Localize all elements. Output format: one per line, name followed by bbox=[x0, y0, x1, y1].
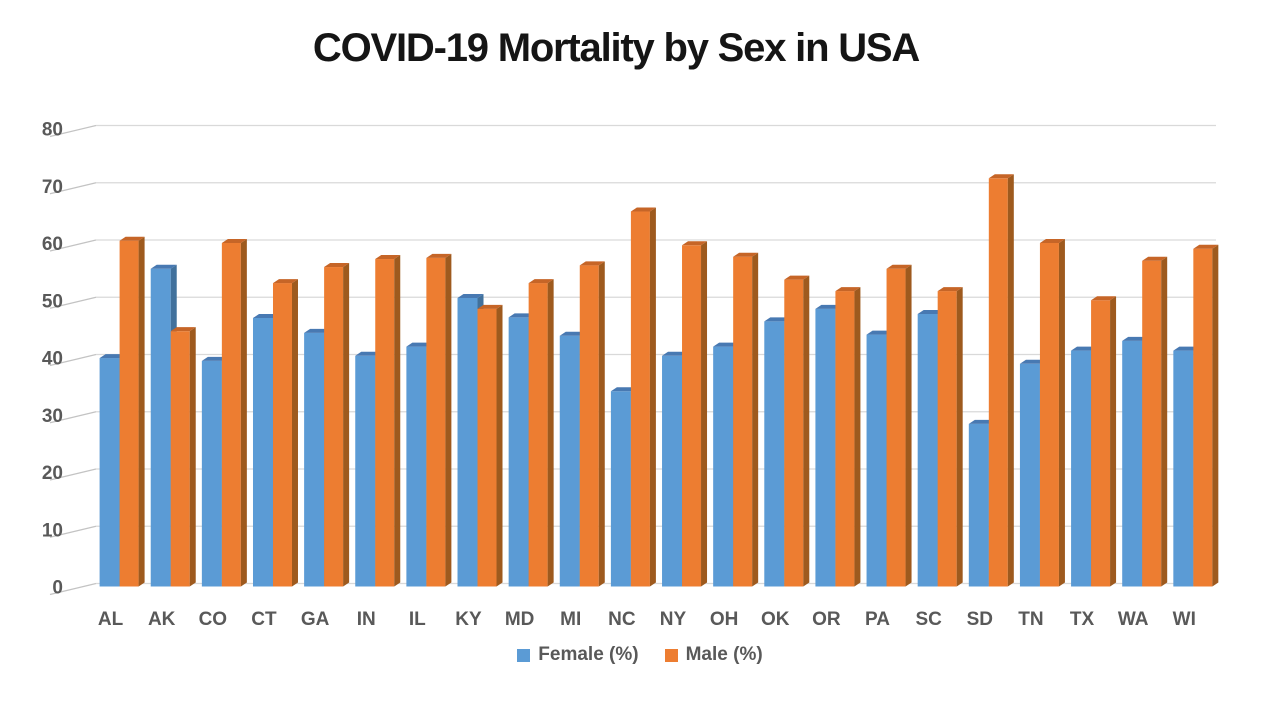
bar-male-CT bbox=[272, 279, 298, 587]
x-category-label: PA bbox=[865, 609, 890, 630]
bar-male-OH bbox=[733, 252, 759, 587]
x-category-label: MI bbox=[560, 609, 581, 630]
legend-swatch-female bbox=[517, 648, 531, 662]
bar-male-IL bbox=[426, 253, 452, 587]
x-category-label: SC bbox=[915, 609, 942, 630]
y-tick-label: 0 bbox=[52, 578, 63, 599]
y-axis-tick bbox=[49, 468, 97, 481]
bar-male-SD bbox=[988, 174, 1014, 587]
y-tick-label: 20 bbox=[42, 463, 63, 484]
bar-male-CO bbox=[221, 239, 247, 587]
x-category-label: WA bbox=[1118, 609, 1149, 630]
x-category-label: AK bbox=[148, 609, 176, 630]
bar-male-PA bbox=[886, 264, 912, 587]
x-category-label: IL bbox=[409, 609, 426, 630]
x-category-label: CO bbox=[199, 609, 228, 630]
x-category-label: AL bbox=[98, 609, 124, 630]
chart-legend: Female (%) Male (%) bbox=[0, 644, 1280, 666]
bar-male-NY bbox=[682, 241, 708, 587]
y-axis-tick bbox=[49, 239, 97, 252]
y-axis-tick bbox=[49, 124, 97, 138]
bar-male-IN bbox=[375, 255, 401, 587]
y-axis-tick bbox=[49, 411, 97, 424]
x-category-label: KY bbox=[455, 609, 482, 630]
x-category-label: SD bbox=[967, 609, 993, 630]
bar-male-AK bbox=[170, 327, 196, 587]
x-category-label: NC bbox=[608, 609, 636, 630]
legend-item-male: Male (%) bbox=[664, 644, 763, 666]
bar-male-WI bbox=[1193, 244, 1219, 587]
bar-male-WA bbox=[1142, 256, 1168, 587]
y-tick-label: 30 bbox=[42, 406, 63, 427]
y-axis-tick bbox=[49, 296, 97, 309]
bar-male-OK bbox=[784, 275, 810, 587]
x-category-label: MD bbox=[505, 609, 535, 630]
y-axis-tick bbox=[49, 582, 97, 596]
bar-male-SC bbox=[937, 287, 963, 587]
x-category-label: OR bbox=[812, 609, 841, 630]
x-category-label: OK bbox=[761, 609, 790, 630]
chart-title: COVID-19 Mortality by Sex in USA bbox=[312, 26, 920, 70]
legend-item-female: Female (%) bbox=[517, 644, 639, 666]
x-category-label: IN bbox=[357, 609, 376, 630]
legend-label-male: Male (%) bbox=[685, 644, 763, 665]
x-category-label: NY bbox=[660, 609, 687, 630]
legend-label-female: Female (%) bbox=[538, 644, 639, 665]
y-axis-tick bbox=[49, 525, 97, 538]
bar-male-AL bbox=[119, 236, 145, 587]
x-category-label: CT bbox=[251, 609, 277, 630]
bar-male-NC bbox=[630, 207, 656, 587]
y-tick-label: 60 bbox=[42, 234, 63, 255]
y-tick-label: 70 bbox=[42, 177, 63, 198]
x-category-label: GA bbox=[301, 609, 330, 630]
y-axis-tick bbox=[49, 182, 97, 195]
bar-male-TX bbox=[1091, 296, 1117, 587]
x-category-label: WI bbox=[1173, 609, 1196, 630]
x-category-label: TX bbox=[1070, 609, 1095, 630]
y-tick-label: 10 bbox=[42, 520, 63, 541]
bar-male-GA bbox=[324, 263, 350, 587]
x-category-label: OH bbox=[710, 609, 739, 630]
y-tick-label: 80 bbox=[42, 120, 63, 141]
bar-male-OR bbox=[835, 287, 861, 587]
legend-swatch-male bbox=[664, 648, 678, 662]
x-category-label: TN bbox=[1018, 609, 1043, 630]
bar-male-MD bbox=[528, 279, 554, 587]
bar-male-KY bbox=[477, 304, 503, 587]
y-tick-label: 40 bbox=[42, 349, 63, 370]
bar-male-MI bbox=[579, 261, 605, 587]
bar-male-TN bbox=[1039, 239, 1065, 587]
y-axis-tick bbox=[49, 353, 97, 367]
y-tick-label: 50 bbox=[42, 291, 63, 312]
